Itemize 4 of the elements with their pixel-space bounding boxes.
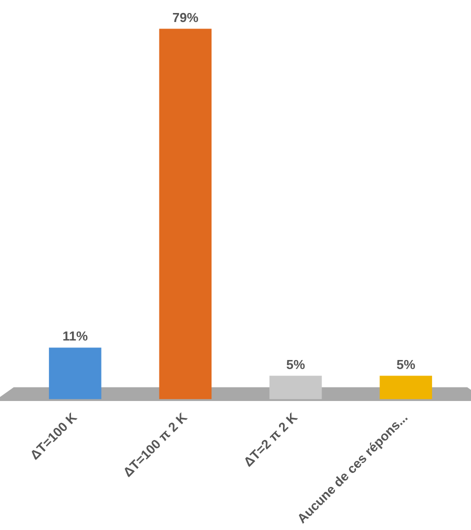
data-label: 79% xyxy=(172,10,199,25)
data-label: 5% xyxy=(286,356,306,372)
data-label: 5% xyxy=(396,356,416,372)
data-label: 11% xyxy=(62,328,88,344)
